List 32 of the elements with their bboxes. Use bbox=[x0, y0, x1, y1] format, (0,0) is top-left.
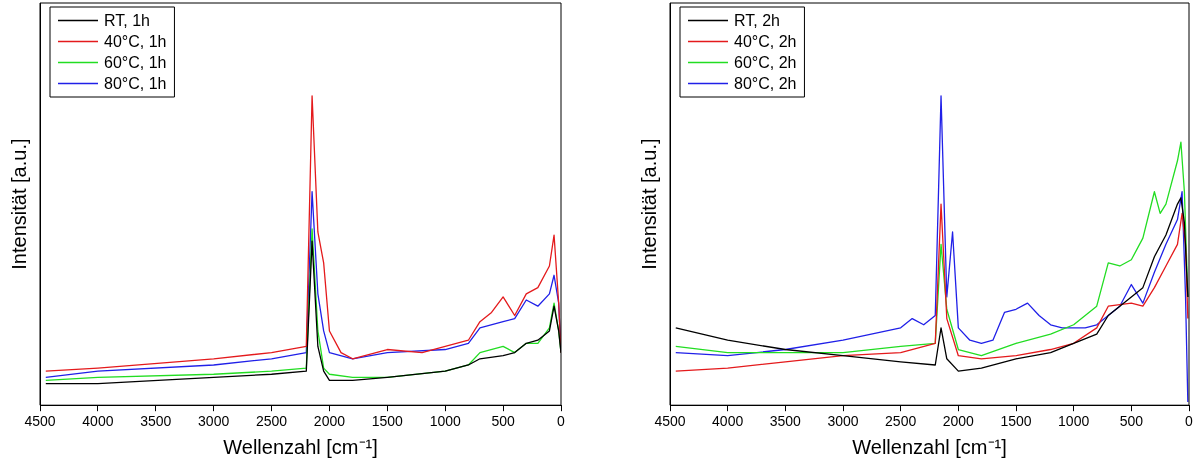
x-tick-label: 500 bbox=[491, 413, 515, 430]
x-tick-label: 1000 bbox=[1058, 413, 1090, 430]
x-tick-label: 1500 bbox=[371, 413, 404, 430]
legend-label: RT, 2h bbox=[734, 11, 780, 29]
x-tick-label: 3500 bbox=[140, 413, 172, 430]
x-tick-label: 1000 bbox=[429, 413, 461, 430]
x-tick-label: 4500 bbox=[654, 413, 686, 430]
x-tick-label: 2500 bbox=[885, 413, 917, 430]
legend-label: RT, 1h bbox=[104, 11, 150, 29]
x-tick-label: 0 bbox=[557, 413, 566, 430]
legend-label: 80°C, 1h bbox=[104, 74, 167, 92]
legend-label: 60°C, 2h bbox=[734, 53, 797, 71]
x-tick-label: 4500 bbox=[24, 413, 56, 430]
legend-label: 40°C, 1h bbox=[104, 32, 167, 50]
legend-label: 40°C, 2h bbox=[734, 32, 797, 50]
x-tick-label: 3500 bbox=[769, 413, 802, 430]
x-tick-label: 2000 bbox=[942, 413, 975, 430]
y-axis-title: Intensität [a.u.] bbox=[637, 138, 660, 270]
x-axis-title: Wellenzahl [cm⁻¹] bbox=[223, 435, 378, 458]
x-tick-label: 1500 bbox=[1000, 413, 1032, 430]
legend-label: 60°C, 1h bbox=[104, 53, 167, 71]
x-tick-label: 0 bbox=[1185, 413, 1194, 430]
y-axis-title: Intensität [a.u.] bbox=[7, 138, 30, 270]
x-tick-label: 500 bbox=[1119, 413, 1144, 430]
x-tick-label: 4000 bbox=[712, 413, 744, 430]
legend-label: 80°C, 2h bbox=[734, 74, 797, 92]
x-axis-title: Wellenzahl [cm⁻¹] bbox=[852, 435, 1007, 458]
x-tick-label: 3000 bbox=[827, 413, 859, 430]
x-tick-label: 3000 bbox=[198, 413, 230, 430]
x-tick-label: 2500 bbox=[255, 413, 288, 430]
x-tick-label: 2000 bbox=[313, 413, 346, 430]
x-tick-label: 4000 bbox=[82, 413, 114, 430]
